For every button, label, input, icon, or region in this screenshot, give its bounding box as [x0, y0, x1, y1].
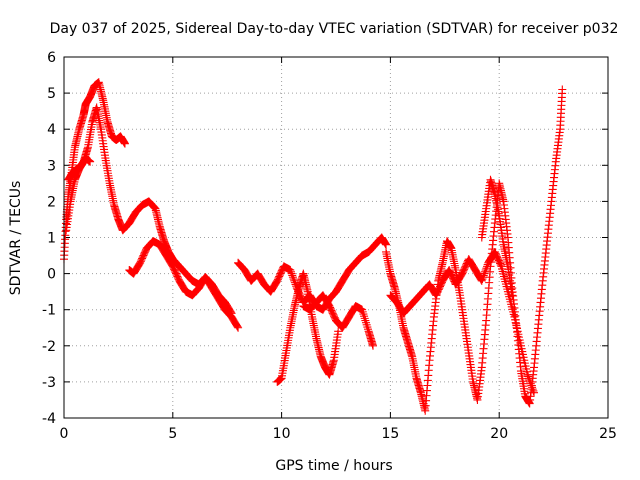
y-tick-label: 5 [47, 86, 56, 102]
data-point [523, 370, 532, 379]
x-tick-label: 10 [273, 426, 291, 442]
data-point [382, 240, 391, 249]
data-point [360, 314, 369, 323]
data-point [524, 374, 533, 383]
series-track-2 [62, 103, 243, 332]
y-tick-label: 6 [47, 50, 56, 66]
data-point [480, 269, 489, 278]
x-tick-label: 25 [599, 426, 617, 442]
y-tick-label: -1 [42, 303, 56, 319]
data-point [477, 276, 486, 285]
data-point [478, 275, 487, 284]
data-point [288, 273, 297, 282]
data-point [360, 312, 369, 321]
x-axis-label: GPS time / hours [275, 458, 392, 474]
data-point [481, 265, 490, 274]
series-track-7 [299, 291, 377, 350]
series-track-6 [273, 269, 343, 386]
series-track-1 [60, 78, 129, 264]
y-tick-label: -4 [42, 411, 56, 427]
data-point [479, 271, 488, 280]
data-point [526, 379, 535, 388]
x-tick-label: 15 [381, 426, 399, 442]
data-point [233, 322, 242, 331]
data-point [528, 385, 537, 394]
x-tick-label: 20 [490, 426, 508, 442]
data-point [362, 318, 371, 327]
series-track-5 [234, 233, 391, 314]
y-tick-label: -2 [42, 339, 56, 355]
data-point [482, 264, 491, 273]
data-point [361, 316, 370, 325]
data-point [483, 262, 492, 271]
y-tick-label: 2 [47, 194, 56, 210]
data-point [481, 267, 490, 276]
data-point [524, 372, 533, 381]
data-point [368, 341, 377, 350]
data-point [363, 323, 372, 332]
data-point [226, 308, 235, 317]
series-track-8 [382, 85, 567, 415]
data-point [286, 265, 295, 274]
y-tick-label: -3 [42, 375, 56, 391]
data-point [150, 203, 159, 212]
chart-title: Day 037 of 2025, Sidereal Day-to-day VTE… [50, 21, 619, 37]
data-points [60, 78, 567, 415]
y-axis-label: SDTVAR / TECUs [8, 181, 24, 296]
data-point [86, 157, 95, 166]
series-track-10 [477, 175, 517, 300]
y-tick-label: 4 [47, 122, 56, 138]
data-point [334, 327, 343, 336]
series-track-9 [386, 247, 539, 397]
grid-lines [64, 57, 608, 418]
data-point [530, 388, 539, 397]
data-point [363, 325, 372, 334]
data-point [286, 267, 295, 276]
data-point [289, 275, 298, 284]
data-point [120, 139, 129, 148]
data-point [496, 260, 505, 269]
data-point [362, 320, 371, 329]
data-point [528, 383, 537, 392]
series-track-3 [64, 154, 95, 184]
data-point [287, 269, 296, 278]
data-point [508, 291, 517, 300]
data-point [527, 381, 536, 390]
plot-frame [63, 56, 609, 419]
data-point [234, 323, 243, 332]
series-track-4 [125, 237, 236, 318]
x-tick-label: 5 [168, 426, 177, 442]
data-point [227, 309, 236, 318]
data-point [525, 376, 534, 385]
y-tick-label: 3 [47, 158, 56, 174]
data-point [479, 273, 488, 282]
data-point [529, 386, 538, 395]
data-point [288, 271, 297, 280]
x-tick-label: 0 [60, 426, 69, 442]
data-point [526, 377, 535, 386]
y-tick-label: 0 [47, 267, 56, 283]
data-point [558, 85, 567, 94]
y-tick-label: 1 [47, 231, 56, 247]
data-point [290, 276, 299, 285]
